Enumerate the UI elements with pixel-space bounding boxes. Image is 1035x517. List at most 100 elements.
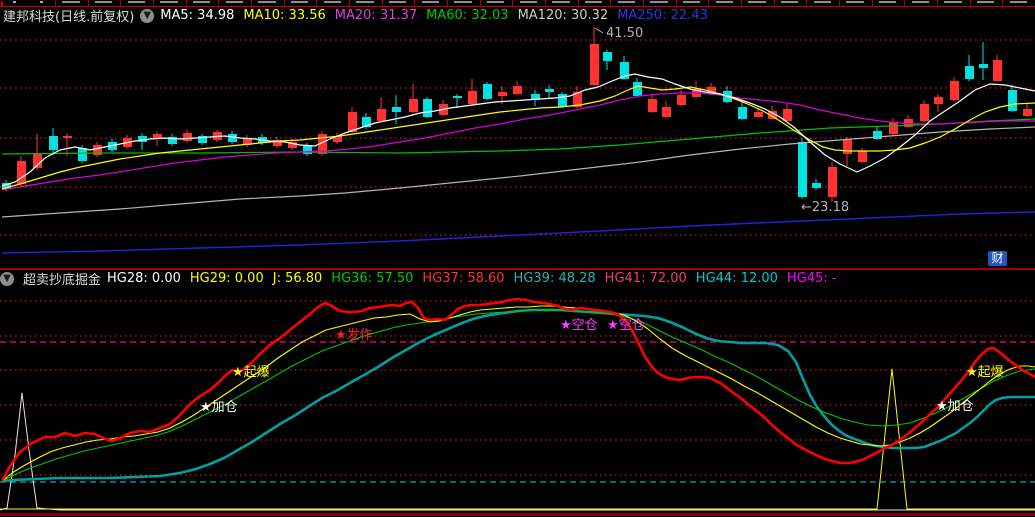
ma-line-MA20 — [1, 92, 1035, 191]
toolbar-cell[interactable] — [153, 0, 186, 6]
toolbar-cell[interactable] — [316, 0, 349, 6]
chevron-down-icon[interactable]: ▼ — [140, 8, 155, 23]
toolbar-cell[interactable] — [545, 0, 578, 6]
toolbar-cell[interactable] — [447, 0, 480, 6]
candle-body — [573, 92, 582, 107]
candle-body — [483, 84, 492, 99]
candle-body — [738, 107, 747, 119]
signal-marker: ★起爆 — [966, 365, 1004, 380]
toolbar-cell-glyph — [127, 1, 146, 3]
toolbar-cell-glyph — [846, 1, 864, 3]
signal-marker: ★起爆 — [232, 365, 270, 380]
toolbar-cell[interactable] — [741, 0, 774, 6]
ma-value-label: MA250: 22.43 — [617, 8, 708, 23]
main-chart-header: 建邦科技(日线.前复权) ▼ MA5: 34.98 MA10: 33.56 MA20… — [0, 7, 1035, 25]
toolbar-cell[interactable] — [251, 0, 284, 6]
candle-body — [228, 134, 237, 142]
toolbar-cell-glyph — [160, 1, 178, 3]
ma-value-label: MA120: 30.32 — [517, 8, 609, 23]
candle-body — [513, 86, 522, 94]
toolbar-cell-glyph — [813, 1, 832, 3]
candle-body — [707, 87, 716, 94]
candle-body — [409, 99, 418, 112]
chevron-down-icon[interactable]: ▼ — [0, 271, 14, 286]
toolbar-cell[interactable] — [610, 0, 643, 6]
candle-body — [993, 60, 1002, 81]
toolbar-cell-glyph — [388, 1, 407, 3]
indicator-value-label: HG29: 0.00 — [189, 271, 264, 286]
candle-body — [648, 99, 657, 112]
candle-body — [168, 137, 177, 144]
toolbar-cell[interactable] — [708, 0, 741, 6]
toolbar-cell[interactable] — [120, 0, 153, 6]
bottom-axis-line — [0, 514, 1035, 516]
clipped-toolbar-strip[interactable] — [0, 0, 1035, 7]
toolbar-cell-glyph — [584, 1, 603, 3]
toolbar-cell[interactable] — [937, 0, 970, 6]
toolbar-cell[interactable] — [806, 0, 839, 6]
indicator-value-label: HG37: 58.60 — [422, 271, 505, 286]
toolbar-cell-glyph — [486, 1, 505, 3]
toolbar-cell-glyph — [290, 1, 309, 3]
candle-body — [2, 183, 11, 189]
toolbar-cell[interactable] — [839, 0, 872, 6]
candle-body — [558, 94, 567, 107]
candle-body — [377, 109, 386, 121]
indicator-value-label: HG28: 0.00 — [107, 271, 181, 286]
candle-body — [362, 117, 371, 127]
toolbar-cell[interactable] — [1002, 0, 1035, 6]
signal-marker: ★加仓 — [200, 400, 238, 415]
toolbar-cell-glyph — [617, 1, 636, 3]
toolbar-cell[interactable] — [969, 0, 1003, 6]
finance-badge[interactable]: 财 — [988, 251, 1007, 266]
signal-marker: ★空仓 — [560, 318, 598, 333]
toolbar-cell-glyph — [911, 1, 930, 3]
toolbar-mark — [1, 1, 3, 6]
candle-body — [590, 44, 599, 85]
toolbar-cell[interactable] — [55, 0, 88, 6]
toolbar-cell[interactable] — [87, 0, 121, 6]
toolbar-cell[interactable] — [643, 0, 676, 6]
candle-body — [273, 140, 282, 146]
toolbar-cell[interactable] — [773, 0, 807, 6]
candle-body — [33, 153, 42, 168]
toolbar-cell[interactable] — [349, 0, 382, 6]
indicator-line-fast-yellow — [1, 305, 1035, 482]
ma-line-MA5 — [1, 73, 1035, 187]
toolbar-cell-glyph — [454, 1, 472, 3]
ma-value-label: MA5: 34.98 — [160, 8, 235, 23]
toolbar-cell-glyph — [519, 1, 538, 3]
indicator-value-label: HG41: 72.00 — [604, 271, 687, 286]
indicator-header: ▼ 超卖抄底掘金 HG28: 0.00 HG29: 0.00 J: 56.80 HG3… — [0, 270, 1035, 288]
candle-body — [754, 112, 763, 117]
low-price-label: ←23.18 — [801, 200, 849, 215]
signal-marker: ★空仓 — [607, 318, 645, 333]
toolbar-cell[interactable] — [577, 0, 611, 6]
indicator-line-slow-teal — [1, 308, 1035, 483]
candle-body — [798, 142, 807, 197]
candle-body — [93, 145, 102, 155]
toolbar-cell[interactable] — [381, 0, 415, 6]
toolbar-cell-glyph — [878, 1, 897, 3]
indicator-title: 超卖抄底掘金 — [23, 273, 102, 288]
signal-marker: ★加仓 — [936, 399, 974, 414]
toolbar-cell[interactable] — [283, 0, 317, 6]
candle-body — [950, 81, 959, 100]
toolbar-cell[interactable] — [675, 0, 709, 6]
toolbar-cell[interactable] — [871, 0, 905, 6]
candlestick-chart[interactable]: 41.50 ←23.18 — [0, 24, 1035, 268]
toolbar-cell-glyph — [258, 1, 276, 3]
toolbar-cell[interactable] — [218, 0, 251, 6]
candle-body — [17, 161, 26, 184]
indicator-value-label: J: 56.80 — [272, 271, 323, 286]
candle-body — [318, 134, 327, 154]
toolbar-cell[interactable] — [904, 0, 937, 6]
candle-body — [531, 94, 540, 99]
toolbar-cell[interactable] — [185, 0, 219, 6]
toolbar-cell[interactable] — [414, 0, 447, 6]
candle-body — [49, 136, 58, 150]
indicator-chart[interactable]: ★加仓 ★起爆 ★发作 ★空仓 ★空仓 ★加仓 ★起爆 — [0, 271, 1035, 517]
toolbar-cell[interactable] — [479, 0, 513, 6]
toolbar-cell[interactable] — [512, 0, 545, 6]
